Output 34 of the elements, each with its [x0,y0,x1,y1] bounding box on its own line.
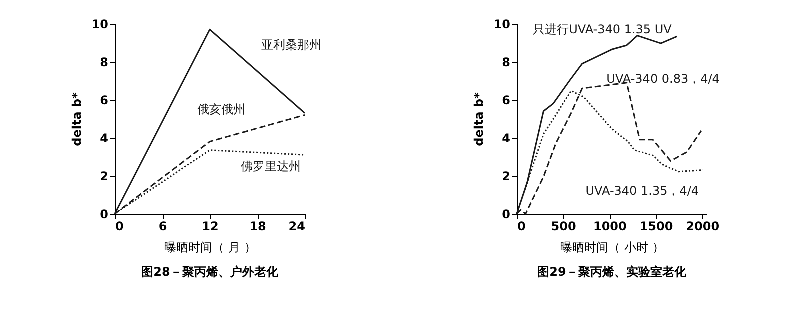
series-label: 只进行UVA-340 1.35 UV [533,22,673,37]
x-tick-label: 6 [158,220,168,234]
x-axis-title: 曝晒时间（ 月 ） [164,240,256,254]
y-axis-title: delta b* [472,92,486,146]
x-tick-label: 24 [288,220,306,234]
y-tick-label: 4 [100,132,108,146]
y-tick-label: 2 [100,170,108,184]
caption: 图28－聚丙烯、户外老化 [142,265,280,279]
y-axis-title: delta b* [70,92,84,146]
x-tick-label: 500 [551,220,576,234]
caption: 图29－聚丙烯、实验室老化 [538,265,688,279]
y-tick-label: 8 [502,56,510,70]
y-tick-label: 6 [502,94,510,108]
series-label: UVA-340 1.35，4/4 [586,184,700,198]
y-tick-label: 4 [502,132,510,146]
x-tick-label: 12 [202,220,219,234]
x-tick-label: 2000 [686,220,720,234]
series-label: 俄亥俄州 [197,102,246,116]
y-tick-label: 0 [502,208,510,222]
x-tick-label: 0 [518,220,526,234]
series-label: UVA-340 0.83，4/4 [606,72,720,86]
x-tick-label: 1000 [593,220,627,234]
x-axis-title: 曝晒时间（ 小时 ） [560,240,664,254]
y-tick-label: 10 [92,18,108,32]
series-label: 佛罗里达州 [240,160,301,174]
y-tick-label: 2 [502,170,510,184]
y-tick-label: 0 [100,208,108,222]
x-tick-label: 1500 [640,220,674,234]
y-tick-label: 10 [494,18,510,32]
y-tick-label: 6 [100,94,108,108]
x-tick-label: 18 [250,220,266,234]
x-tick-label: 0 [116,220,124,234]
series-label: 亚利桑那州 [262,38,322,52]
y-tick-label: 8 [100,56,108,70]
